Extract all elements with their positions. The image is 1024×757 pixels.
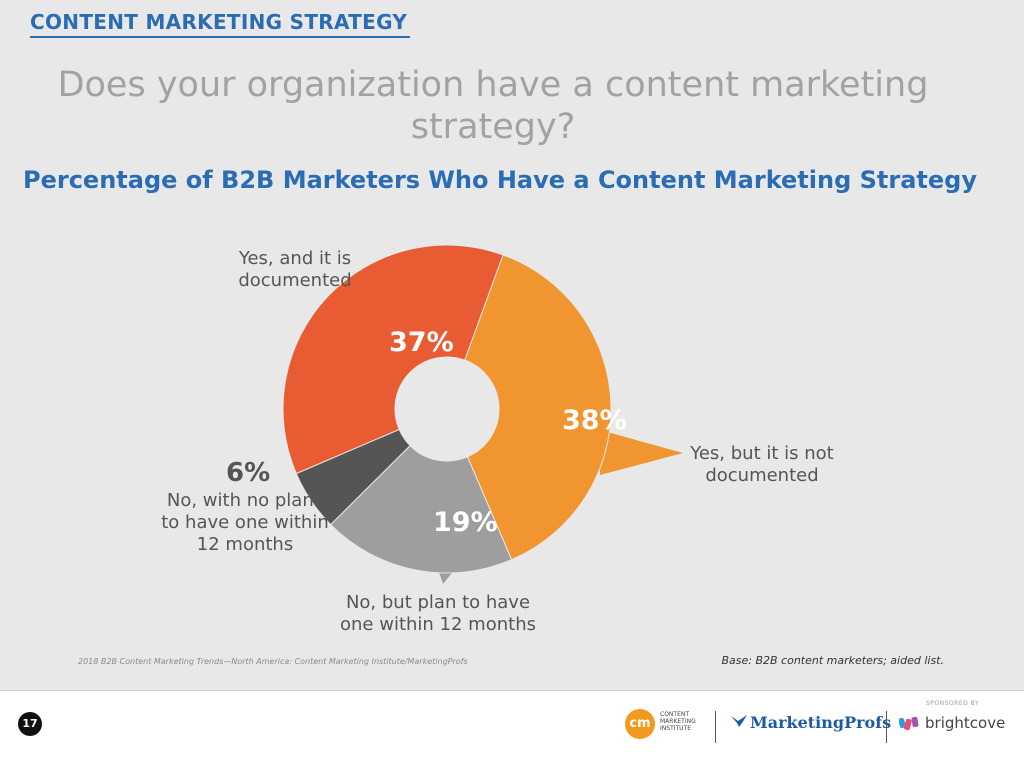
slice-value-plan: 19% [433,507,498,538]
footer-divider [715,711,716,743]
callout-label-no-plans: No, with no plans to have one within 12 … [161,490,329,555]
footer-divider [886,711,887,743]
marketingprofs-logo: MarketingProfs [730,713,891,732]
donut-slice-plan [329,444,513,574]
slide: CONTENT MARKETING STRATEGY Does your org… [0,0,1024,690]
page-number: 17 [18,712,42,736]
section-title-underline [30,36,410,38]
callout-label-not-documented: Yes, but it is not documented [690,443,834,486]
slice-value-not-documented: 38% [562,405,627,436]
chart-title: Percentage of B2B Marketers Who Have a C… [23,166,977,194]
source-footnote: 2018 B2B Content Marketing Trends—North … [78,657,468,666]
callout-label-plan: No, but plan to have one within 12 month… [340,592,536,635]
section-title: CONTENT MARKETING STRATEGY [30,10,408,34]
marketingprofs-text: MarketingProfs [750,713,892,732]
callout-label-documented: Yes, and it is documented [238,248,352,291]
callout-pointer-not-documented [600,430,683,475]
cmi-logo: cm [625,709,655,739]
brightcove-text: brightcove [925,714,1006,732]
donut-chart [282,244,683,584]
bird-icon [730,713,748,732]
donut-hole [395,357,499,461]
cmi-logo-text: CONTENT MARKETING INSTITUTE [660,711,696,732]
slice-value-no-plans: 6% [226,458,271,488]
brightcove-icon [898,715,921,733]
base-footnote: Base: B2B content marketers; aided list. [721,654,944,667]
footer-bar: 17 cm CONTENT MARKETING INSTITUTE Market… [0,690,1024,757]
slice-value-documented: 37% [389,327,454,358]
question-heading: Does your organization have a content ma… [57,65,929,147]
sponsored-by-label: SPONSORED BY [926,700,980,707]
